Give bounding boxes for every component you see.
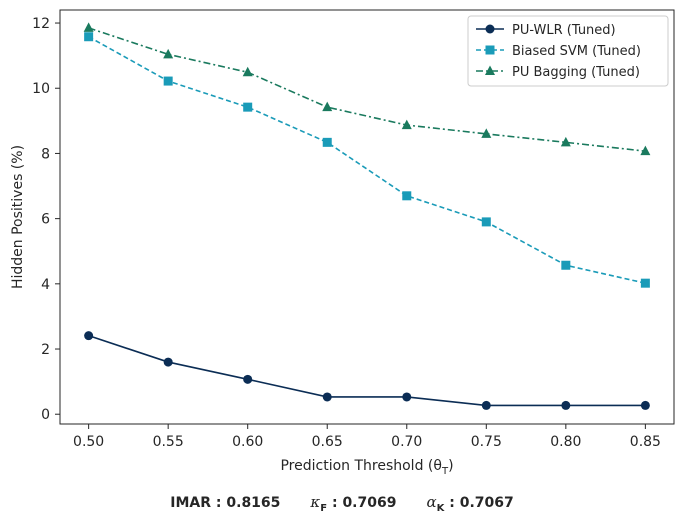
data-point [640,145,651,156]
y-axis: 0 2 4 6 8 10 12 [32,16,60,423]
data-point [163,76,173,86]
x-tick-label: 0.70 [391,434,422,450]
x-tick-label: 0.80 [550,434,581,450]
x-axis: 0.50 0.55 0.60 0.65 0.70 0.75 0.80 0.85 [73,424,661,450]
x-tick-label: 0.65 [312,434,343,450]
data-point [401,119,412,130]
legend-swatch-marker [485,65,495,75]
data-point [84,32,94,42]
y-tick-label: 2 [41,342,50,358]
y-tick-label: 8 [41,146,50,162]
x-tick-label: 0.75 [471,434,502,450]
data-point [481,400,491,410]
data-point [561,400,571,410]
line-chart: 0.50 0.55 0.60 0.65 0.70 0.75 0.80 0.85 0 2 4 6 8 10… [10,9,675,477]
data-point [322,392,332,402]
x-tick-label: 0.50 [73,434,104,450]
x-axis-label: Prediction Threshold (θT) [280,458,453,477]
data-point [163,357,173,367]
data-point [640,278,650,288]
data-point [243,374,253,384]
legend-label: PU-WLR (Tuned) [512,23,616,38]
data-point [402,392,412,402]
data-point [84,331,94,341]
legend-swatch-marker [485,24,495,34]
x-tick-label: 0.60 [232,434,263,450]
data-point [481,217,491,227]
data-point [481,128,492,138]
alpha-metric: αK : 0.7067 [426,492,514,514]
data-point [322,137,332,147]
data-point [163,48,174,59]
y-tick-label: 6 [41,212,50,228]
series-2 [84,32,650,288]
imar-metric: IMAR : 0.8165 [170,495,281,511]
metrics-footer: IMAR : 0.8165 κF : 0.7069 αK : 0.7067 [0,490,684,516]
legend-label: Biased SVM (Tuned) [512,44,641,59]
y-tick-label: 4 [41,277,50,293]
legend-entry: Biased SVM (Tuned) [476,44,641,59]
data-point [561,260,571,270]
legend: PU-WLR (Tuned) Biased SVM (Tuned) PU Baggi… [467,15,669,87]
series-1 [84,331,650,410]
data-point [83,22,94,32]
legend-swatch-marker [485,45,495,55]
data-point [243,102,253,112]
y-tick-label: 10 [32,81,50,97]
legend-label: PU Bagging (Tuned) [512,65,640,80]
x-tick-label: 0.85 [630,434,661,450]
legend-entry: PU-WLR (Tuned) [476,23,616,38]
x-tick-label: 0.55 [153,434,184,450]
data-point [242,66,253,77]
series-layer [83,22,651,410]
data-point [322,101,333,112]
data-point [640,400,650,410]
series-line [88,334,646,407]
y-tick-label: 0 [41,407,50,423]
data-point [402,191,412,201]
data-point [560,136,571,147]
legend-frame [467,15,669,87]
series-line [88,27,646,152]
y-axis-label: Hidden Positives (%) [10,145,26,289]
kappa-metric: κF : 0.7069 [310,492,397,514]
y-tick-label: 12 [32,16,50,32]
legend-entry: PU Bagging (Tuned) [476,65,640,80]
series-line [88,36,646,284]
series-3 [83,22,651,156]
